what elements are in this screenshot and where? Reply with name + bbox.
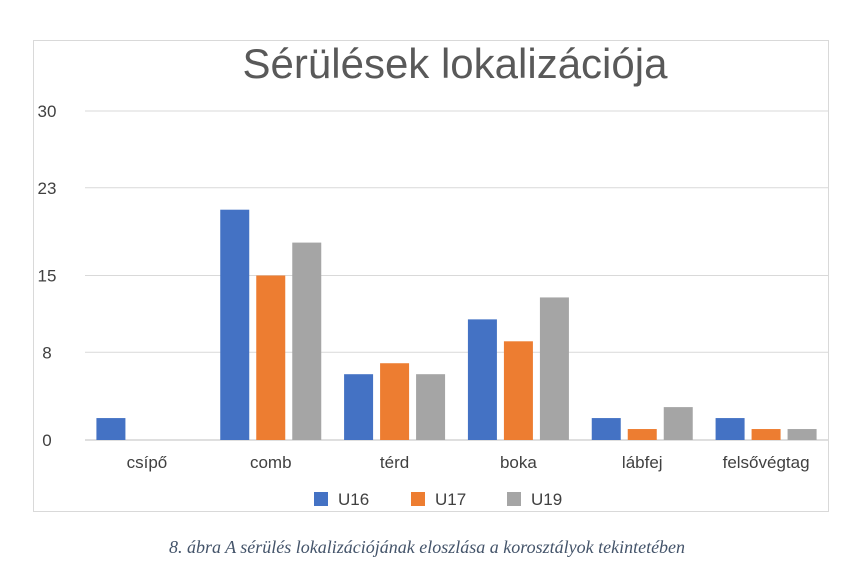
bar (220, 209, 250, 440)
legend: U16 U17 U19 (314, 490, 562, 509)
y-axis-labels: 0 8 15 23 30 (38, 102, 57, 450)
legend-swatch (314, 492, 328, 506)
x-axis-labels: csípő comb térd boka lábfej felsővégtag (127, 453, 810, 472)
legend-label: U16 (338, 490, 369, 509)
legend-label: U19 (531, 490, 562, 509)
legend-swatch (507, 492, 521, 506)
legend-swatch (411, 492, 425, 506)
bar (627, 429, 657, 440)
x-tick-label: térd (380, 453, 409, 472)
gridlines (85, 110, 828, 441)
y-tick-label: 0 (42, 431, 51, 450)
figure-caption: 8. ábra A sérülés lokalizációjának elosz… (168, 537, 686, 557)
x-tick-label: boka (500, 453, 537, 472)
x-tick-label: lábfej (622, 453, 663, 472)
chart-frame (33, 40, 829, 512)
x-tick-label: felsővégtag (723, 453, 810, 472)
bar (663, 407, 693, 440)
bars (96, 209, 817, 440)
x-tick-label: csípő (127, 453, 168, 472)
bar (467, 319, 497, 440)
bar (380, 363, 410, 440)
bar (751, 429, 781, 440)
y-tick-label: 30 (38, 102, 57, 121)
y-tick-label: 23 (38, 179, 57, 198)
bar (787, 429, 817, 440)
y-tick-label: 8 (42, 343, 51, 362)
chart-title: Sérülések lokalizációja (243, 40, 669, 87)
legend-label: U17 (435, 490, 466, 509)
bar (292, 242, 322, 440)
bar (256, 275, 286, 440)
bar (539, 297, 569, 440)
bar (715, 418, 745, 440)
bar (344, 374, 374, 440)
bar (416, 374, 446, 440)
bar (503, 341, 533, 440)
bar (591, 418, 621, 440)
bar-chart: Sérülések lokalizációja 0 8 15 23 30 csípő co… (38, 40, 828, 509)
bar (96, 418, 126, 440)
y-tick-label: 15 (38, 267, 57, 286)
x-tick-label: comb (250, 453, 292, 472)
